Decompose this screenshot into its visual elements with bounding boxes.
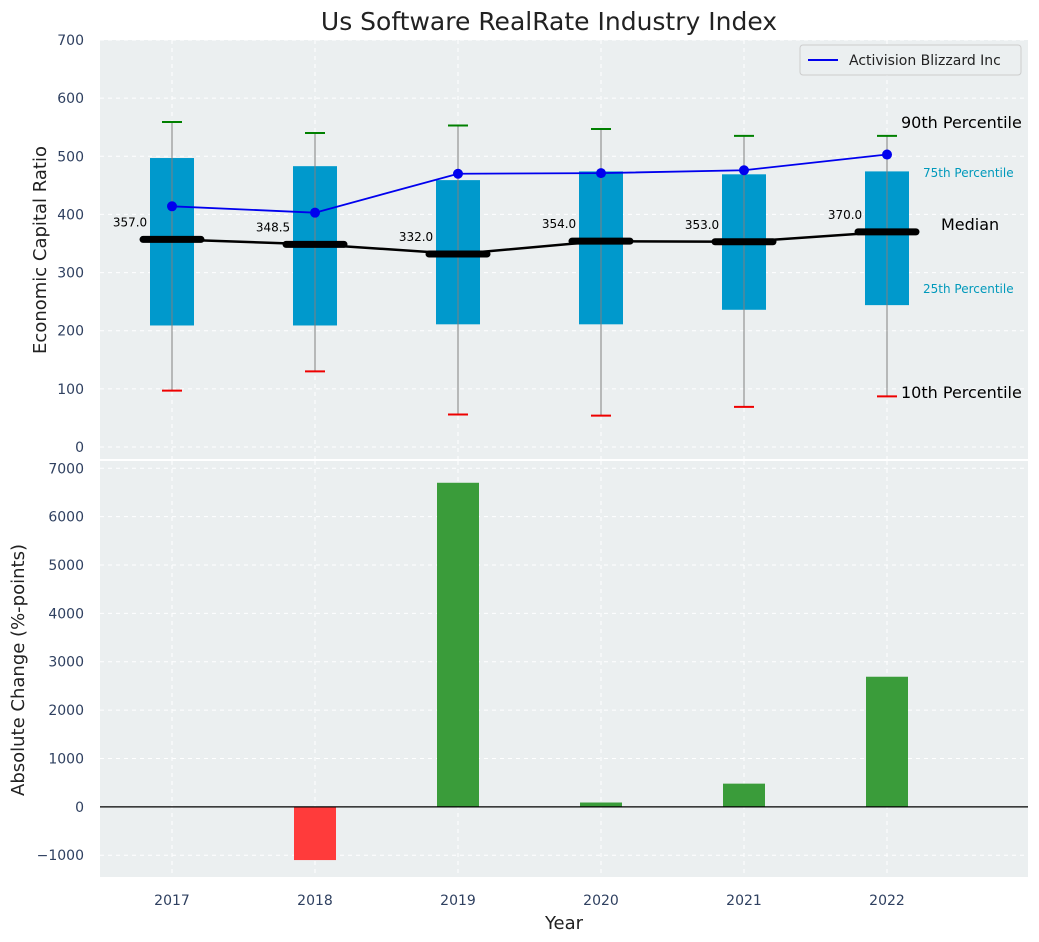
legend-box: [799, 44, 1022, 76]
change-bar: [437, 482, 479, 807]
bottom-y-tick-label: 2000: [48, 703, 84, 719]
change-bar: [580, 802, 622, 807]
x-tick-label: 2022: [869, 893, 905, 909]
bottom-plot-background: [100, 461, 1028, 877]
median-value-label: 354.0: [542, 217, 576, 231]
change-bar: [723, 783, 765, 807]
x-tick-label: 2020: [583, 893, 619, 909]
bottom-bars: [100, 482, 1028, 861]
bottom-y-tick-label: 6000: [48, 510, 84, 526]
x-tick-label: 2018: [297, 893, 333, 909]
legend-series-label: Activision Blizzard Inc: [849, 53, 1001, 69]
bottom-y-tick-label: 0: [75, 800, 84, 816]
series-point: [596, 168, 606, 179]
annotation-90th-percentile: 90th Percentile: [901, 113, 1022, 132]
bottom-y-tick-label: 7000: [48, 461, 84, 477]
annotation-10th-percentile: 10th Percentile: [901, 383, 1022, 402]
top-y-tick-label: 700: [57, 33, 84, 49]
series-point: [310, 207, 320, 218]
series-point: [739, 165, 749, 176]
top-y-tick-label: 300: [57, 266, 84, 282]
bottom-y-tick-label: 4000: [48, 606, 84, 622]
x-tick-labels: 2017 2018 2019 2020 2021 2022: [154, 893, 905, 909]
median-value-label: 357.0: [113, 215, 147, 229]
top-y-tick-label: 100: [57, 382, 84, 398]
median-value-label: 370.0: [828, 208, 862, 222]
top-y-tick-label: 0: [75, 440, 84, 456]
bottom-y-tick-label: −1000: [37, 848, 84, 864]
series-line: [171, 153, 888, 214]
median-value-label: 353.0: [685, 218, 719, 232]
bottom-y-tick-label: 3000: [48, 655, 84, 671]
top-y-ticks: 0 100 200 300 400 500 600 700: [57, 33, 84, 456]
bottom-y-axis-label: Absolute Change (%-points): [8, 544, 29, 796]
x-tick-label: 2021: [726, 893, 762, 909]
median-value-label: 348.5: [256, 220, 290, 234]
chart-title: Us Software RealRate Industry Index: [321, 7, 777, 36]
top-y-tick-label: 600: [57, 91, 84, 107]
x-axis-label: Year: [544, 913, 584, 934]
bottom-y-tick-label: 1000: [48, 751, 84, 767]
top-y-tick-label: 400: [57, 207, 84, 223]
change-bar: [294, 806, 336, 861]
series-point: [167, 201, 177, 212]
top-marks: 357.0 348.5 332.0 354.0 353.0 370.0: [113, 120, 920, 417]
bottom-y-ticks: −1000 0 1000 2000 3000 4000 5000 6000 7000: [37, 461, 84, 864]
annotation-median: Median: [941, 215, 999, 234]
annotation-25th-percentile: 25th Percentile: [923, 282, 1014, 296]
annotation-75th-percentile: 75th Percentile: [923, 166, 1014, 180]
top-y-axis-label: Economic Capital Ratio: [30, 146, 51, 354]
change-bar: [866, 676, 908, 807]
median-value-label: 332.0: [399, 230, 433, 244]
chart-legend: Activision Blizzard Inc: [799, 44, 1022, 76]
x-tick-label: 2017: [154, 893, 190, 909]
series-point: [882, 149, 892, 160]
series-point: [453, 168, 463, 179]
x-tick-label: 2019: [440, 893, 476, 909]
top-y-tick-label: 200: [57, 324, 84, 340]
bottom-y-tick-label: 5000: [48, 558, 84, 574]
top-y-tick-label: 500: [57, 149, 84, 165]
